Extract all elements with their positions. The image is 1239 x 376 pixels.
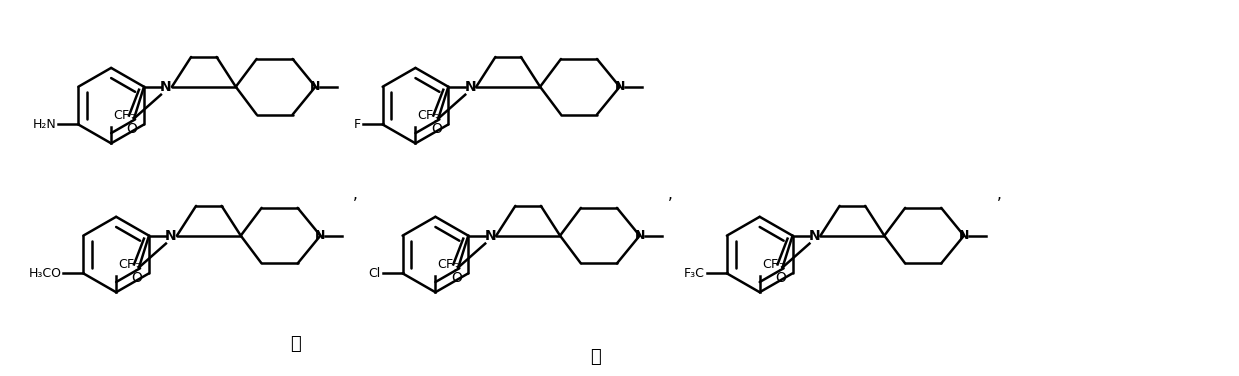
Text: CF$_3$: CF$_3$ (113, 109, 136, 124)
Text: 。: 。 (590, 348, 601, 366)
Text: N: N (465, 80, 476, 94)
Text: N: N (165, 229, 177, 243)
Text: N: N (809, 229, 820, 243)
Text: CF$_3$: CF$_3$ (418, 109, 440, 124)
Text: CF$_3$: CF$_3$ (437, 258, 461, 273)
Text: N: N (484, 229, 496, 243)
Text: ,: , (996, 188, 1001, 202)
Text: H₂N: H₂N (32, 118, 56, 131)
Text: ,: , (353, 188, 358, 202)
Text: N: N (615, 80, 624, 93)
Text: O: O (776, 271, 786, 285)
Text: O: O (431, 123, 442, 136)
Text: N: N (634, 229, 644, 242)
Text: O: O (131, 271, 142, 285)
Text: O: O (451, 271, 462, 285)
Text: H₃CO: H₃CO (28, 267, 62, 280)
Text: ,: , (668, 188, 673, 202)
Text: N: N (310, 80, 321, 93)
Text: F: F (353, 118, 361, 131)
Text: CF$_3$: CF$_3$ (118, 258, 141, 273)
Text: CF$_3$: CF$_3$ (762, 258, 784, 273)
Text: O: O (126, 123, 138, 136)
Text: 或: 或 (290, 335, 301, 353)
Text: N: N (315, 229, 326, 242)
Text: N: N (959, 229, 969, 242)
Text: F₃C: F₃C (684, 267, 705, 280)
Text: Cl: Cl (368, 267, 380, 280)
Text: N: N (160, 80, 172, 94)
